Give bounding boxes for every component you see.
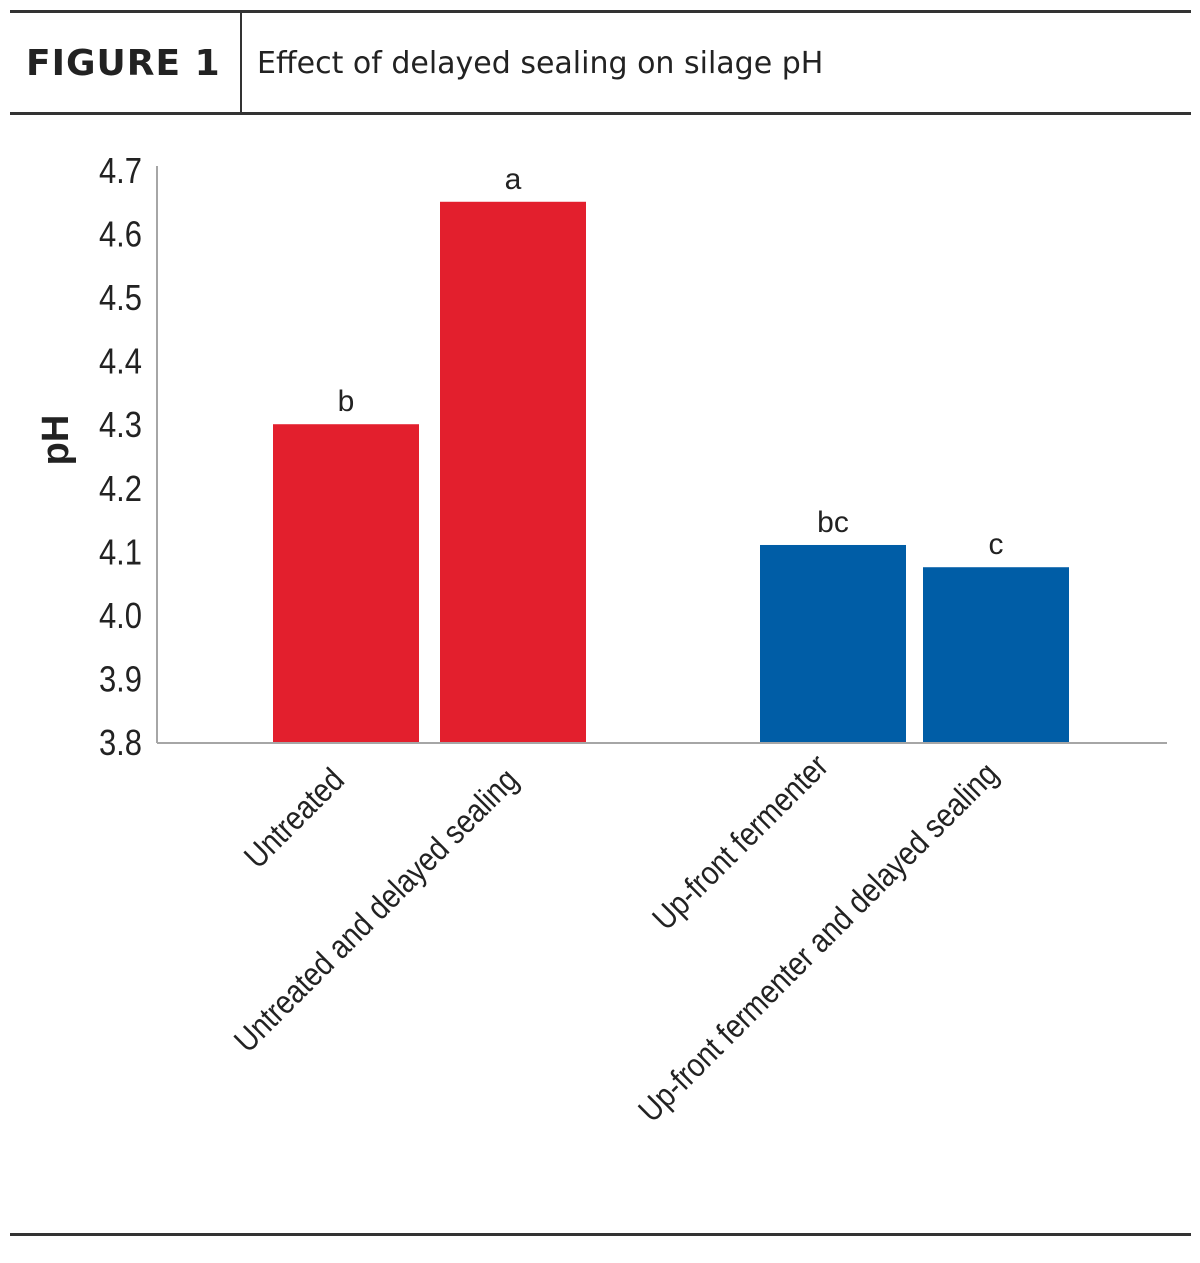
bar-data-label: b — [338, 385, 355, 418]
header-divider — [240, 13, 242, 112]
bar — [923, 567, 1069, 742]
bar — [440, 201, 586, 742]
y-tick-label: 4.7 — [99, 152, 142, 192]
y-axis-label: pH — [35, 415, 77, 466]
x-tick-label: Up-front fermenter — [645, 747, 835, 937]
bar — [273, 424, 419, 742]
bar-data-label: c — [989, 528, 1004, 561]
y-tick-label: 4.6 — [99, 215, 142, 255]
bar-data-label: a — [505, 163, 522, 196]
x-tick-label: Up-front fermenter and delayed sealing — [631, 755, 1005, 1129]
y-tick-label: 4.5 — [99, 279, 142, 319]
y-tick-label: 3.8 — [99, 724, 142, 764]
y-tick-label: 4.0 — [99, 597, 142, 637]
figure-label: FIGURE 1 — [26, 43, 221, 84]
footer-rule — [10, 1233, 1191, 1236]
bar-labels-group: b a bc c — [338, 163, 1004, 561]
bar — [760, 544, 906, 742]
y-tick-label: 4.4 — [99, 343, 142, 383]
y-tick-label: 4.3 — [99, 406, 142, 446]
y-tick-label: 3.9 — [99, 660, 142, 700]
x-tick-label: Untreated and delayed sealing — [227, 761, 526, 1060]
figure-title: Effect of delayed sealing on silage pH — [257, 46, 824, 81]
header-bottom-rule — [10, 112, 1191, 115]
x-tick-label: Untreated — [237, 761, 352, 876]
bar-data-label: bc — [817, 506, 849, 539]
bars-group — [273, 201, 1069, 742]
y-tick-label: 4.1 — [99, 533, 142, 573]
y-tick-label: 4.2 — [99, 470, 142, 510]
header-top-rule — [10, 10, 1191, 13]
y-tick-labels: 3.8 3.9 4.0 4.1 4.2 4.3 4.4 4.5 4.6 4.7 — [99, 152, 142, 764]
